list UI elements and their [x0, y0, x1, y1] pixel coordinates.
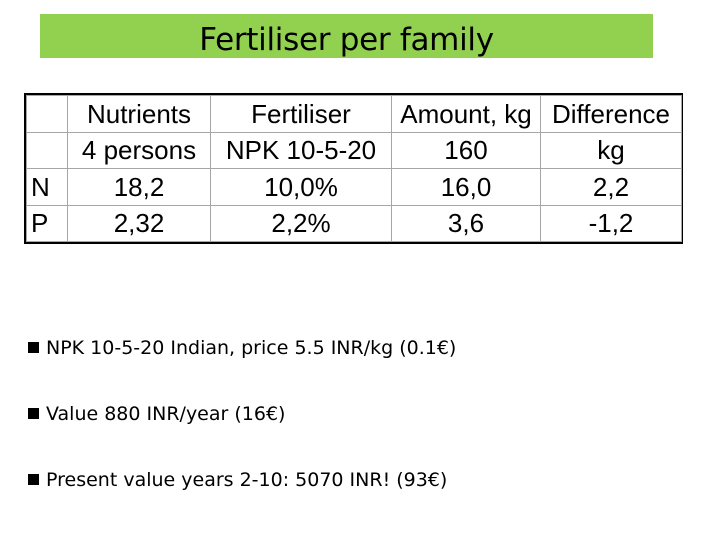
table-header-cell: Fertiliser	[210, 95, 392, 133]
table-cell: -1,2	[540, 204, 682, 242]
title-banner: Fertiliser per family	[40, 14, 653, 58]
square-bullet-icon	[28, 408, 39, 419]
table-cell: 2,2%	[210, 204, 392, 242]
fertiliser-table: Nutrients Fertiliser Amount, kg Differen…	[26, 95, 682, 242]
list-item: Present value years 2-10: 5070 INR! (93€…	[28, 467, 708, 493]
table-header-cell: 4 persons	[67, 131, 211, 169]
table-cell: 2,32	[67, 204, 211, 242]
fertiliser-table-frame: Nutrients Fertiliser Amount, kg Differen…	[24, 93, 683, 244]
table-header-cell: Amount, kg	[391, 95, 541, 133]
table-cell	[26, 95, 68, 133]
table-header-row: Nutrients Fertiliser Amount, kg Differen…	[26, 95, 682, 133]
list-item: Value 880 INR/year (16€)	[28, 401, 708, 427]
list-item: NPK 10-5-20 Indian, price 5.5 INR/kg (0.…	[28, 335, 708, 361]
table-cell: 16,0	[391, 168, 541, 206]
bullet-text: Value 880 INR/year (16€)	[46, 403, 286, 425]
table-header-row: 4 persons NPK 10-5-20 160 kg	[26, 131, 682, 169]
table-cell: 2,2	[540, 168, 682, 206]
page-title: Fertiliser per family	[199, 22, 494, 58]
table-row: P 2,32 2,2% 3,6 -1,2	[26, 204, 682, 242]
square-bullet-icon	[28, 474, 39, 485]
table-header-cell: Difference	[540, 95, 682, 133]
row-label: N	[26, 168, 68, 206]
row-label: P	[26, 204, 68, 242]
table-cell	[26, 131, 68, 169]
table-header-cell: NPK 10-5-20	[210, 131, 392, 169]
bullet-text: Present value years 2-10: 5070 INR! (93€…	[46, 469, 448, 491]
table-cell: 10,0%	[210, 168, 392, 206]
table-header-cell: kg	[540, 131, 682, 169]
table-header-cell: Nutrients	[67, 95, 211, 133]
bullet-list: NPK 10-5-20 Indian, price 5.5 INR/kg (0.…	[28, 335, 708, 533]
bullet-text: NPK 10-5-20 Indian, price 5.5 INR/kg (0.…	[46, 337, 457, 359]
table-cell: 18,2	[67, 168, 211, 206]
table-header-cell: 160	[391, 131, 541, 169]
table-row: N 18,2 10,0% 16,0 2,2	[26, 168, 682, 206]
table-cell: 3,6	[391, 204, 541, 242]
square-bullet-icon	[28, 342, 39, 353]
